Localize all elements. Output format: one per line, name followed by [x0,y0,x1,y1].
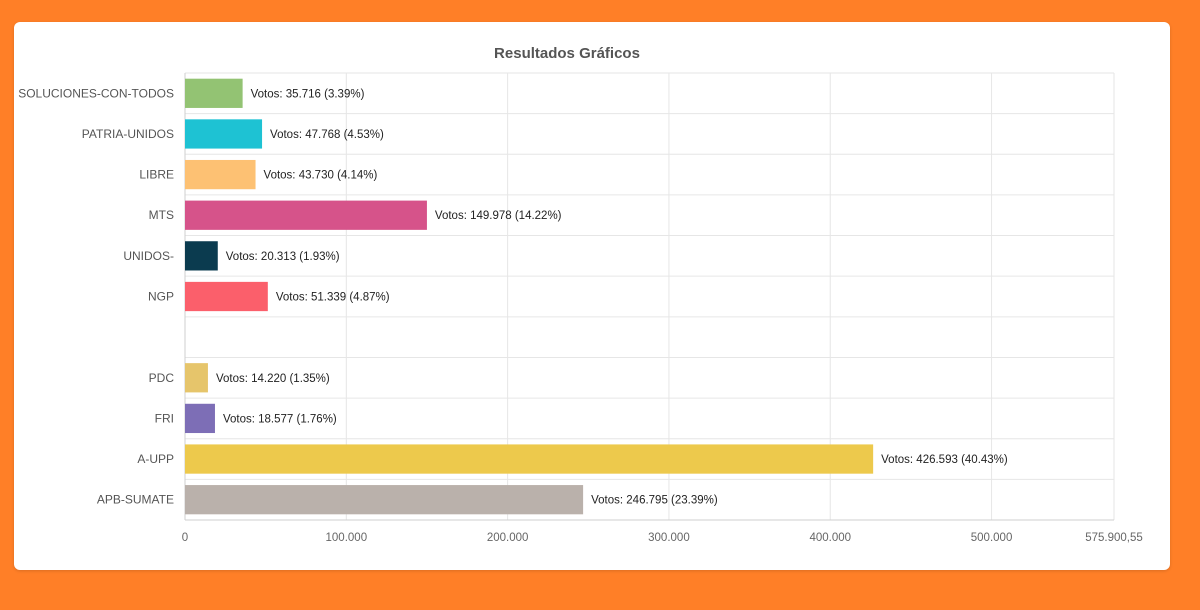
bar-value-label: Votos: 43.730 (4.14%) [264,170,378,182]
x-tick-label: 300.000 [648,532,690,544]
bar[interactable] [185,363,208,393]
bar-value-label: Votos: 14.220 (1.35%) [216,373,330,385]
bar[interactable] [185,485,584,515]
chart-title: Resultados Gráficos [494,45,640,62]
bar-value-label: Votos: 246.795 (23.39%) [591,495,718,507]
bar[interactable] [185,78,243,108]
category-label: MTS [149,208,174,222]
bar-value-label: Votos: 20.313 (1.93%) [226,251,340,263]
bar-value-label: Votos: 47.768 (4.53%) [270,129,384,141]
page-bottom-border [0,584,1200,610]
bar[interactable] [185,159,256,190]
category-label: PATRIA-UNIDOS [82,127,174,141]
x-tick-label: 500.000 [971,532,1013,544]
category-label: A-UPP [137,452,174,466]
bar[interactable] [185,200,427,230]
x-tick-label: 0 [182,532,188,544]
bar-value-label: Votos: 51.339 (4.87%) [276,292,390,304]
category-label: PDC [149,371,175,385]
category-label: SOLUCIONES-CON-TODOS [18,86,174,100]
bar-value-label: Votos: 35.716 (3.39%) [251,88,365,100]
x-tick-label: 200.000 [487,532,529,544]
bar[interactable] [185,403,215,434]
x-tick-label: 400.000 [809,532,851,544]
bar[interactable] [185,241,218,271]
category-label: FRI [155,411,174,425]
x-tick-label: 100.000 [326,532,368,544]
bar[interactable] [185,444,874,474]
x-tick-label: 575.900,55 [1085,532,1143,544]
bar[interactable] [185,281,268,312]
category-label: NGP [148,290,174,304]
category-label: LIBRE [139,168,174,182]
bar-value-label: Votos: 426.593 (40.43%) [881,454,1008,466]
bar-value-label: Votos: 18.577 (1.76%) [223,413,337,425]
category-label: UNIDOS- [123,249,174,263]
bar[interactable] [185,119,263,149]
category-label: APB-SUMATE [97,493,174,507]
bar-value-label: Votos: 149.978 (14.22%) [435,210,562,222]
